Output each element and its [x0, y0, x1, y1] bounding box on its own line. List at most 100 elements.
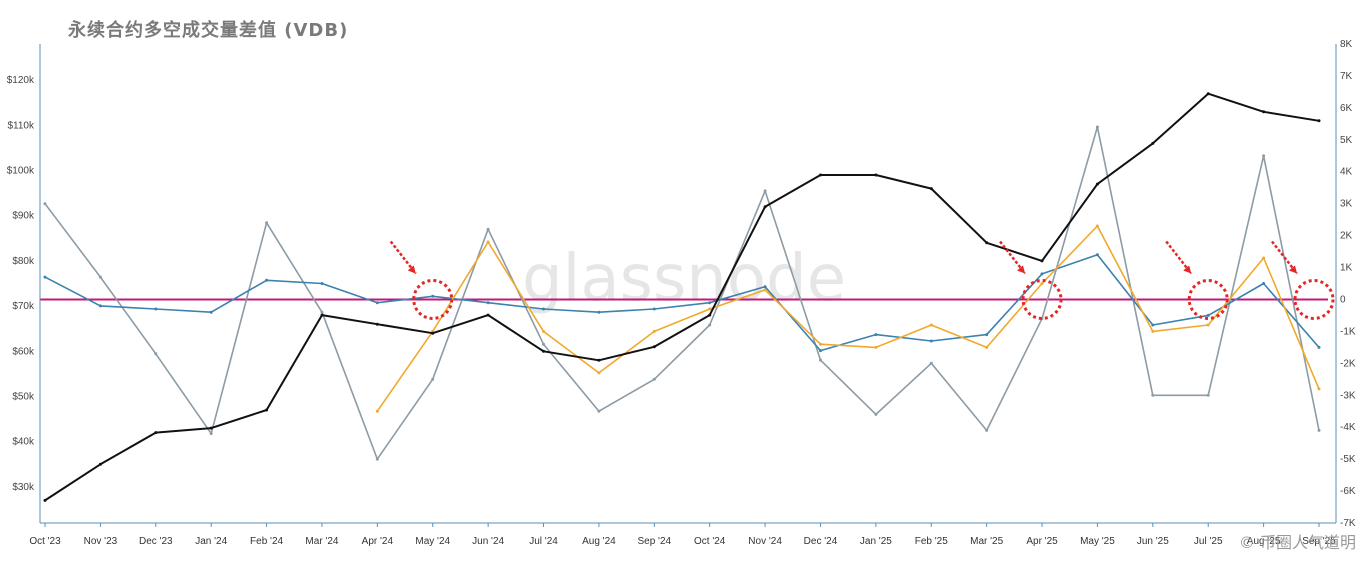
x-tick-label: Aug '24 — [582, 536, 616, 547]
x-tick-label: Apr '24 — [362, 536, 394, 547]
series-point — [98, 275, 102, 279]
right-tick-label: -5K — [1340, 454, 1356, 465]
series-point — [1040, 259, 1044, 263]
series-point — [1151, 329, 1155, 333]
series-point — [320, 282, 324, 285]
series-point — [1151, 323, 1155, 327]
highlight-arrow-head — [1183, 265, 1192, 274]
x-tick-label: Jun '24 — [472, 536, 504, 547]
series-point — [1262, 110, 1266, 114]
x-tick-label: Apr '25 — [1026, 536, 1058, 547]
series-point — [708, 323, 712, 327]
x-tick-label: Sep '24 — [637, 536, 671, 547]
x-tick-label: Jul '25 — [1194, 536, 1223, 547]
series-point — [431, 294, 435, 298]
right-tick-label: 0 — [1340, 294, 1346, 305]
series-line — [44, 254, 1320, 352]
series-point — [542, 329, 545, 333]
series-point — [486, 301, 490, 305]
left-tick-label: $70k — [12, 301, 35, 312]
watermark: glassnode — [522, 242, 846, 316]
x-tick-label: May '25 — [1080, 536, 1115, 547]
series-point — [542, 349, 545, 353]
series-point — [1040, 282, 1044, 285]
series-point — [154, 307, 158, 311]
series-point — [209, 310, 213, 314]
series-point — [708, 307, 712, 311]
series-point — [265, 278, 269, 282]
series-point — [320, 310, 324, 314]
series-point — [1206, 313, 1210, 317]
series-point — [43, 498, 47, 502]
right-tick-label: 7K — [1340, 71, 1353, 82]
highlight-circle — [1021, 278, 1063, 320]
x-tick-label: Nov '23 — [84, 536, 118, 547]
series-point — [209, 432, 213, 436]
chart-title: 永续合约多空成交量差值 (VDB) — [68, 20, 349, 41]
series-point — [985, 333, 989, 337]
right-tick-label: 6K — [1340, 103, 1353, 114]
highlight-circle — [1293, 278, 1335, 320]
series-point — [265, 221, 269, 225]
series-point — [265, 408, 269, 412]
series-point — [929, 361, 933, 365]
series-point — [819, 349, 822, 353]
series-point — [763, 189, 767, 193]
highlight-arrow — [1165, 240, 1193, 275]
series-point — [929, 339, 933, 343]
right-tick-label: 1K — [1340, 263, 1353, 274]
series-point — [43, 275, 47, 279]
highlight-arrow — [1271, 240, 1298, 275]
highlight-arrow-head — [407, 265, 416, 274]
series-point — [874, 333, 878, 337]
x-tick-label: Jun '25 — [1137, 536, 1169, 547]
series-line — [44, 92, 1320, 502]
left-tick-label: $110k — [7, 120, 35, 131]
series-point — [597, 358, 601, 362]
series-point — [1040, 272, 1044, 276]
series-point — [1151, 141, 1155, 145]
credit-watermark: © 币圈人气道明 — [1239, 533, 1356, 552]
right-tick-label: 4K — [1340, 167, 1353, 178]
series-point — [819, 358, 822, 362]
series-point — [320, 313, 324, 317]
series-point — [652, 345, 656, 349]
series-line — [376, 225, 1320, 412]
series-point — [1262, 256, 1266, 260]
right-tick-label: -1K — [1340, 326, 1356, 337]
right-tick-label: -6K — [1340, 486, 1356, 497]
series-point — [1206, 92, 1210, 96]
series-point — [542, 342, 545, 346]
series-point — [375, 301, 379, 305]
highlight-arrow-head — [1289, 265, 1297, 274]
x-tick-label: Nov '24 — [748, 536, 782, 547]
left-tick-label: $50k — [12, 391, 35, 402]
x-tick-label: Feb '24 — [250, 536, 283, 547]
x-tick-label: Feb '25 — [915, 536, 948, 547]
highlight-circle — [1187, 278, 1229, 320]
x-tick-label: Dec '23 — [139, 536, 173, 547]
highlight-circle — [412, 278, 454, 320]
left-tick-label: $80k — [12, 256, 35, 267]
series-point — [1095, 182, 1099, 186]
x-tick-label: Oct '24 — [694, 536, 726, 547]
left-tick-label: $120k — [7, 75, 35, 86]
series-point — [597, 310, 601, 314]
series-point — [819, 342, 822, 346]
right-tick-label: 5K — [1340, 135, 1353, 146]
series-point — [98, 304, 102, 308]
left-tick-label: $90k — [12, 211, 35, 222]
right-tick-label: -7K — [1340, 518, 1356, 529]
series-point — [1095, 253, 1099, 257]
highlight-arrow — [389, 240, 417, 275]
series-point — [874, 345, 878, 349]
series-point — [1206, 323, 1210, 327]
series-point — [486, 240, 490, 244]
series-point — [43, 202, 47, 206]
x-tick-label: Mar '25 — [970, 536, 1003, 547]
series-point — [431, 377, 435, 381]
series-point — [98, 462, 102, 466]
series-point — [652, 377, 656, 381]
right-tick-label: -2K — [1340, 358, 1356, 369]
series-point — [1206, 393, 1210, 397]
